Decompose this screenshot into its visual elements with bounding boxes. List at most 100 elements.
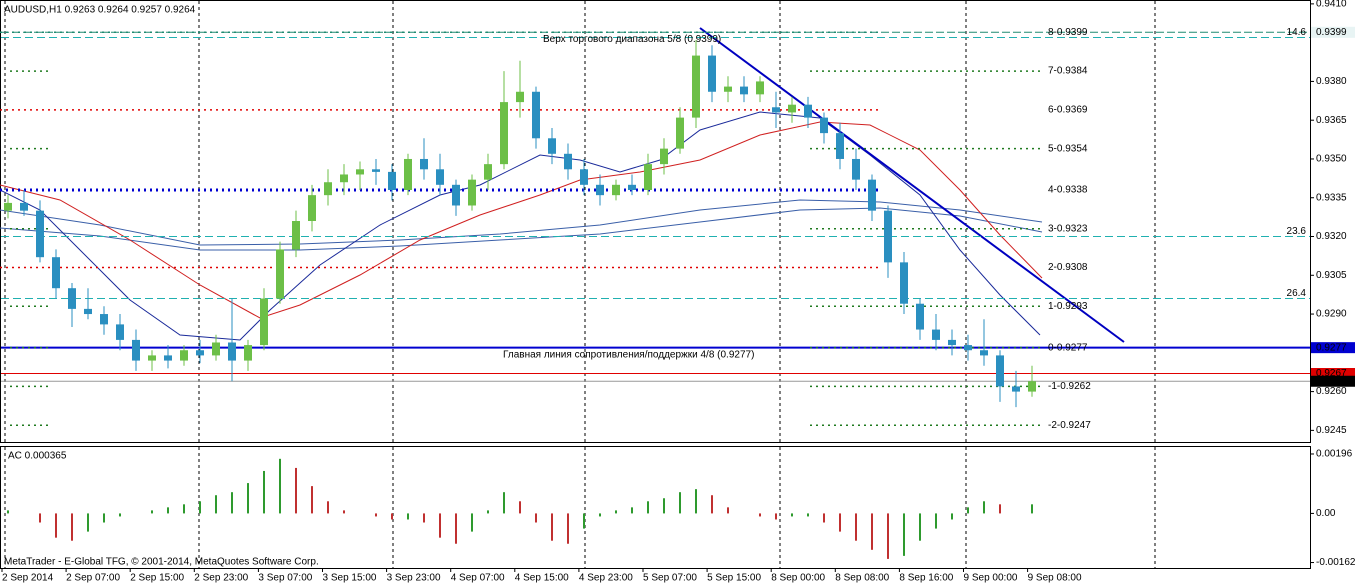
candle-body: [484, 164, 492, 180]
x-tick-label: 8 Sep 16:00: [899, 573, 953, 584]
candle-body: [532, 91, 540, 139]
copyright: MetaTrader - E-Global TFG, © 2001-2014, …: [4, 557, 319, 568]
fib-label: 23.6: [1287, 226, 1307, 237]
candle-body: [292, 221, 300, 250]
murrey-label: -2-0.9247: [1048, 420, 1091, 431]
candle-body: [612, 184, 620, 196]
candle-body: [932, 329, 940, 340]
x-tick-label: 2 Sep 23:00: [194, 573, 248, 584]
x-tick-label: 2 Sep 2014: [2, 573, 54, 584]
candle-body: [980, 350, 988, 356]
price-marker: [1311, 342, 1355, 354]
candle-body: [500, 102, 508, 165]
candle-body: [420, 158, 428, 170]
x-tick-label: 9 Sep 00:00: [964, 573, 1018, 584]
candle-body: [964, 345, 972, 351]
fib-label: 14.6: [1287, 27, 1307, 38]
price-marker: [1311, 368, 1355, 380]
candle-body: [228, 342, 236, 361]
y-tick-label: 0.9245: [1316, 425, 1347, 436]
murrey-label: 3-0.9323: [1048, 223, 1088, 234]
annotation: Главная линия сопротивления/поддержки 4/…: [503, 349, 754, 360]
candle-body: [1028, 381, 1036, 392]
candle-body: [948, 339, 956, 346]
candle-body: [548, 138, 556, 154]
y-tick-label: 0.9350: [1316, 154, 1347, 165]
y-tick-label: 0.9335: [1316, 192, 1347, 203]
murrey-label: 5-0.9354: [1048, 143, 1088, 154]
candle-body: [724, 86, 732, 92]
vertical-grid: [4, 1, 1156, 568]
indicator-tick-label: 0.00196: [1316, 449, 1353, 460]
x-tick-label: 3 Sep 15:00: [323, 573, 377, 584]
candle-body: [260, 298, 268, 346]
y-tick-label: 0.9380: [1316, 76, 1347, 87]
candle-body: [324, 182, 332, 196]
candle-body: [4, 202, 12, 211]
x-tick-label: 5 Sep 07:00: [643, 573, 697, 584]
x-tick-label: 8 Sep 08:00: [835, 573, 889, 584]
candle-body: [100, 314, 108, 325]
x-tick-label: 4 Sep 15:00: [515, 573, 569, 584]
candle-body: [788, 104, 796, 113]
price-marker: [1311, 375, 1355, 387]
candle-body: [452, 184, 460, 206]
candle-body: [660, 148, 668, 165]
candle-body: [148, 355, 156, 361]
x-tick-label: 4 Sep 07:00: [451, 573, 505, 584]
candle-body: [180, 350, 188, 361]
candle-body: [404, 158, 412, 190]
candle-body: [868, 179, 876, 211]
candle-body: [244, 345, 252, 361]
candle-body: [212, 342, 220, 356]
candle-body: [916, 303, 924, 330]
candle-body: [884, 210, 892, 263]
candle-body: [84, 308, 92, 315]
candle-body: [564, 153, 572, 170]
price-marker-label: 0.9267: [1316, 368, 1347, 379]
candle-body: [132, 339, 140, 361]
candle-body: [804, 104, 812, 118]
candle-body: [676, 117, 684, 149]
indicator-tick-label: -0.00162: [1316, 557, 1356, 568]
x-tick-label: 3 Sep 23:00: [387, 573, 441, 584]
murrey-label: -1-0.9262: [1048, 381, 1091, 392]
x-tick-label: 5 Sep 15:00: [707, 573, 761, 584]
candle-body: [740, 86, 748, 95]
moving-averages: [0, 111, 1043, 341]
murrey-label: 1-0.9293: [1048, 301, 1088, 312]
annotation: Верх торгового диапазона 5/8 (0.9399): [543, 34, 721, 45]
candle-body: [356, 169, 364, 175]
candle-body: [628, 184, 636, 190]
candle-body: [852, 158, 860, 180]
y-tick-label: 0.9365: [1316, 115, 1347, 126]
y-tick-label: 0.9305: [1316, 270, 1347, 281]
candle-body: [52, 257, 60, 289]
candle-body: [196, 350, 204, 356]
candle-body: [436, 169, 444, 185]
murrey-label: 6-0.9369: [1048, 104, 1088, 115]
candle-body: [596, 184, 604, 196]
y-tick-label: 0.9320: [1316, 231, 1347, 242]
price-marker-label: 0.9399: [1316, 27, 1347, 38]
candle-body: [340, 174, 348, 183]
candle-body: [580, 169, 588, 185]
x-tick-label: 3 Sep 07:00: [258, 573, 312, 584]
candle-body: [516, 91, 524, 103]
price-marker-label: 0.9264: [1316, 376, 1347, 387]
x-tick-label: 9 Sep 08:00: [1028, 573, 1082, 584]
murrey-label: 2-0.9308: [1048, 262, 1088, 273]
x-tick-label: 2 Sep 15:00: [130, 573, 184, 584]
price-marker-label: 0.9277: [1316, 342, 1347, 353]
x-tick-label: 4 Sep 23:00: [579, 573, 633, 584]
candle-body: [820, 117, 828, 134]
candle-body: [900, 262, 908, 304]
trend-line: [699, 27, 1125, 343]
symbol-header: AUDUSD,H1 0.9263 0.9264 0.9257 0.9264: [4, 5, 196, 16]
indicator-pane: [0, 446, 1311, 569]
indicator-name: AC 0.000365: [8, 451, 67, 462]
candle-body: [996, 355, 1004, 387]
candle-body: [164, 355, 172, 361]
candle-body: [308, 195, 316, 221]
